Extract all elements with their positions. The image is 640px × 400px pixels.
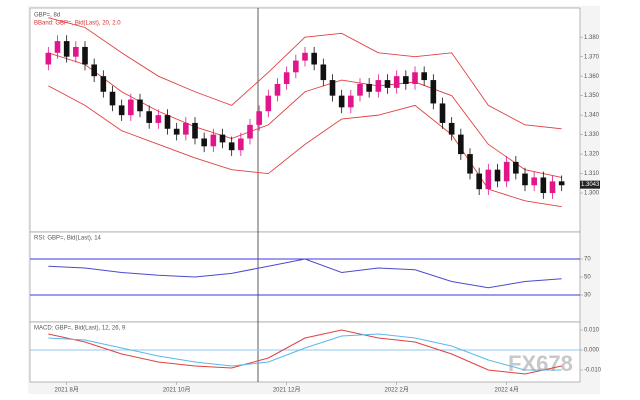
y-tick-label: 1.370 — [584, 54, 600, 60]
candle-body — [201, 138, 207, 147]
candle-body — [540, 177, 547, 194]
chart-title: GBP=, 8d — [34, 13, 60, 19]
y-tick-label: 0.010 — [584, 328, 600, 334]
bollinger-band — [48, 17, 562, 130]
indicator-line — [48, 333, 562, 371]
candle-body — [146, 111, 152, 123]
y-tick-label: 1.300 — [584, 191, 600, 197]
y-tick-label: 0.000 — [584, 348, 600, 354]
candle-body — [173, 128, 180, 135]
candle-body — [293, 60, 299, 73]
candle-body — [100, 76, 107, 92]
candle-body — [357, 83, 363, 96]
candle-body — [265, 95, 272, 112]
y-tick-label: 1.320 — [584, 152, 600, 158]
candle-body — [338, 95, 345, 108]
y-tick-label: -0.010 — [584, 368, 602, 374]
candle-body — [109, 91, 116, 106]
y-tick-label: 1.360 — [584, 74, 600, 80]
candle-body — [247, 124, 253, 139]
candle-body — [476, 173, 482, 190]
y-tick-label: 30 — [584, 293, 591, 299]
candle-body — [219, 134, 226, 143]
x-tick-label: 2022 2月 — [384, 387, 408, 394]
last-price-box — [580, 180, 600, 189]
y-tick-label: 1.350 — [584, 93, 600, 99]
y-tick-label: 50 — [584, 275, 591, 281]
indicator-line — [48, 329, 562, 375]
candle-body — [311, 52, 317, 65]
y-tick-label: 70 — [584, 257, 591, 263]
candle-body — [366, 83, 372, 92]
y-tick-label: 1.380 — [584, 35, 600, 41]
candle-body — [485, 169, 492, 190]
y-tick-label: 1.330 — [584, 132, 600, 138]
candle-body — [128, 99, 134, 116]
candle-body — [63, 41, 70, 57]
candle-body — [348, 95, 354, 108]
candle-body — [137, 99, 143, 112]
candle-body — [210, 134, 217, 147]
candle-body — [393, 76, 400, 88]
bollinger-band — [48, 85, 562, 208]
candle-body — [118, 105, 125, 116]
candle-body — [439, 103, 446, 123]
candle-body — [531, 177, 537, 186]
candle-body — [73, 46, 79, 57]
candle-body — [274, 83, 281, 96]
rsi-panel — [29, 231, 581, 323]
y-tick-label: 1.310 — [584, 171, 600, 177]
candle-body — [320, 64, 327, 81]
candle-body — [384, 80, 391, 88]
candle-body — [403, 76, 409, 84]
candle-body — [412, 72, 418, 84]
candle-body — [513, 161, 519, 174]
candle-body — [421, 72, 427, 81]
candle-body — [302, 52, 308, 61]
candle-body — [54, 41, 61, 53]
price-panel — [29, 7, 581, 233]
candle-body — [155, 115, 162, 123]
candle-body — [494, 169, 501, 182]
candle-body — [283, 72, 290, 84]
candle-body — [448, 122, 455, 135]
candle-body — [256, 111, 262, 125]
candle-body — [238, 138, 244, 151]
candle-body — [183, 122, 189, 135]
candle-body — [164, 115, 171, 129]
candle-body — [375, 80, 382, 92]
candle-body — [228, 142, 235, 151]
candle-body — [503, 161, 510, 182]
candle-body — [558, 181, 565, 186]
candle-body — [549, 181, 556, 194]
macd-panel — [29, 321, 581, 383]
last-price-label: 1.3043 — [581, 182, 600, 188]
candle-body — [458, 134, 464, 155]
macd-title: MACD: GBP=, Bid(Last), 12, 26, 9 — [34, 326, 126, 332]
rsi-title: RSI: GBP=, Bid(Last), 14 — [34, 236, 102, 242]
candle-body — [329, 80, 336, 96]
band-legend: BBand: GBP=, Bid(Last), 20, 2.0 — [34, 21, 121, 27]
indicator-line — [48, 258, 562, 289]
x-tick-label: 2021 8月 — [54, 387, 78, 394]
x-tick-label: 2022 4月 — [494, 387, 518, 394]
y-tick-label: 1.340 — [584, 113, 600, 119]
candle-body — [82, 46, 88, 65]
x-tick-label: 2021 10月 — [163, 387, 191, 394]
candle-body — [192, 122, 198, 139]
candle-body — [91, 64, 97, 77]
watermark: FX678 — [508, 351, 573, 376]
candle-body — [430, 80, 437, 104]
candle-body — [467, 154, 473, 174]
candle-body — [522, 173, 528, 186]
x-tick-label: 2021 12月 — [273, 387, 301, 394]
bollinger-band — [48, 52, 562, 178]
candle-body — [45, 52, 52, 65]
